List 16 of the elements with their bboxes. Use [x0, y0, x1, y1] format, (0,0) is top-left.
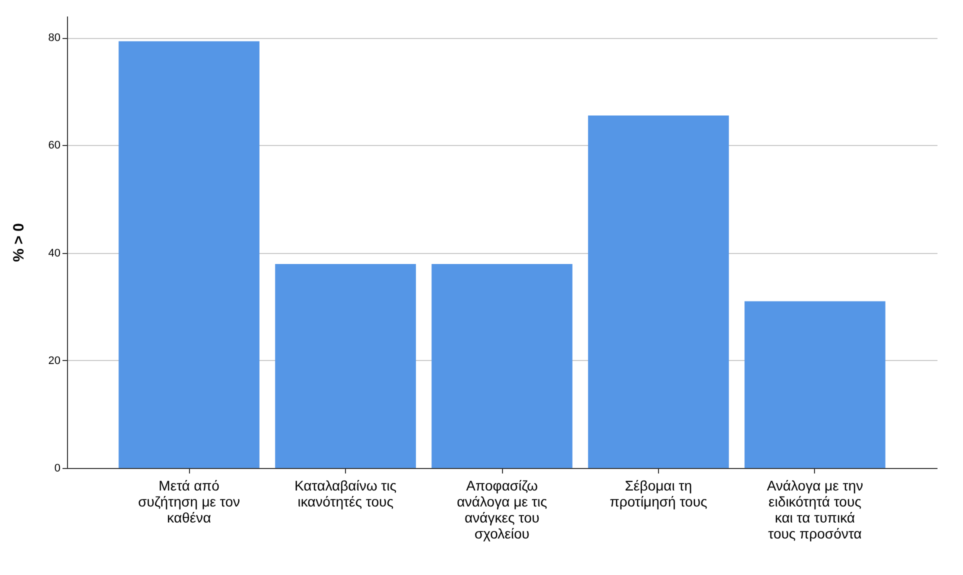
y-axis-title: % > 0	[10, 223, 28, 262]
bar	[744, 301, 886, 468]
x-tick-label: Ανάλογα με την ειδικότητά τους και τα τυπικά τους προσόντα	[766, 478, 864, 542]
y-tick-label: 0	[54, 462, 60, 474]
x-tick-label: Σέβομαι τη προτίμησή τους	[610, 478, 708, 510]
x-tick-label: Αποφασίζω ανάλογα με τις ανάγκες του σχολείου	[456, 478, 548, 542]
y-tick-label: 20	[48, 354, 60, 367]
bar	[118, 41, 260, 468]
y-tick-label: 80	[48, 32, 60, 44]
bar	[588, 116, 729, 468]
y-tick-label: 60	[48, 140, 60, 152]
x-tick-label: Καταλαβαίνω τις ικανότητές τους	[294, 478, 397, 510]
bar	[275, 264, 416, 468]
y-tick-label: 40	[48, 247, 60, 260]
x-tick-label: Μετά από συζήτηση με τον καθένα	[138, 478, 240, 526]
bar	[432, 264, 572, 468]
